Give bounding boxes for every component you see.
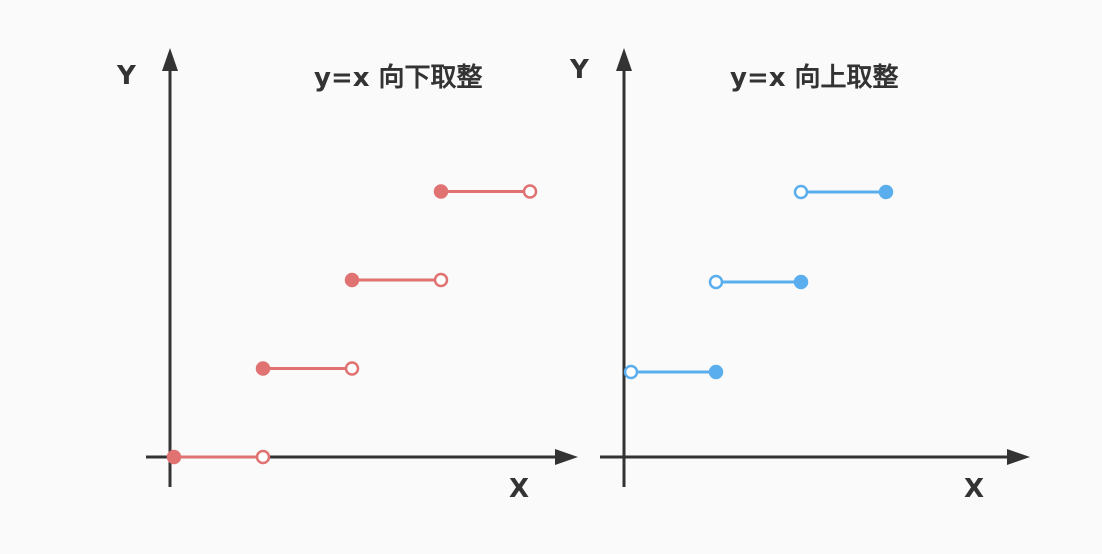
- ceil-x-axis-arrow: [1007, 449, 1030, 465]
- floor-title: y=x 向下取整: [314, 62, 483, 93]
- ceil-x-label: X: [964, 474, 984, 504]
- ceil-segment-2-start-open-point: [793, 184, 809, 200]
- ceil-marks: [623, 184, 894, 380]
- floor-marks: [166, 184, 538, 465]
- floor-y-axis-arrow: [162, 48, 178, 71]
- floor-y-label: Y: [116, 61, 137, 91]
- floor-segment-2-start-closed-point: [344, 272, 360, 288]
- floor-segment-1-start-closed-point: [255, 361, 271, 376]
- ceil-segment-0-start-open-point: [623, 364, 639, 380]
- floor-segment-0-end-open-point: [255, 449, 271, 465]
- ceil-chart: Y X y=x 向上取整: [569, 48, 1030, 504]
- floor-x-label: X: [509, 474, 529, 504]
- ceil-y-label: Y: [569, 55, 590, 85]
- floor-x-axis-arrow: [555, 449, 578, 465]
- floor-chart: Y X y=x 向下取整: [116, 48, 578, 504]
- ceil-segment-1-end-closed-point: [793, 274, 809, 290]
- ceil-segment-2-end-closed-point: [878, 184, 894, 200]
- floor-segment-3-start-closed-point: [433, 184, 449, 199]
- ceil-segment-0-end-closed-point: [708, 364, 724, 380]
- ceil-segment-1-start-open-point: [708, 274, 724, 290]
- floor-segment-3-end-open-point: [522, 184, 538, 199]
- ceil-title: y=x 向上取整: [730, 62, 899, 93]
- floor-segment-0-start-closed-point: [166, 449, 182, 465]
- floor-segment-2-end-open-point: [433, 272, 449, 288]
- floor-segment-1-end-open-point: [344, 361, 360, 376]
- ceil-y-axis-arrow: [616, 48, 632, 71]
